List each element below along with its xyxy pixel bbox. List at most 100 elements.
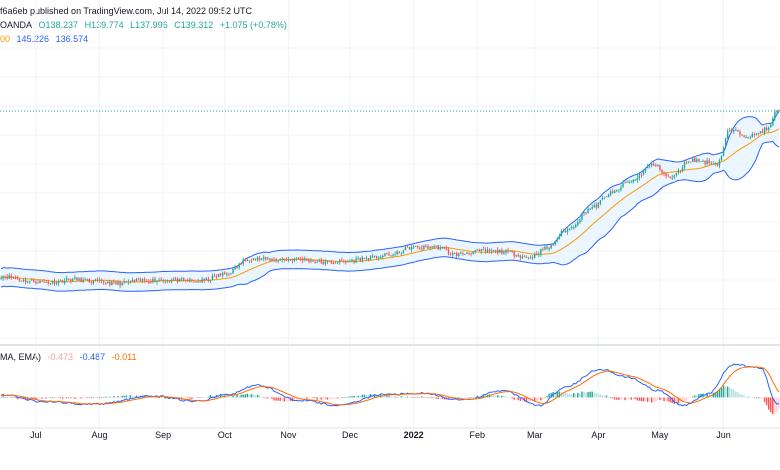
candle-body bbox=[749, 137, 751, 139]
candle-body bbox=[544, 246, 546, 250]
macd-histogram-bar bbox=[474, 397, 476, 398]
candle-body bbox=[767, 127, 770, 130]
candle-body bbox=[451, 253, 454, 255]
macd-histogram-bar bbox=[211, 395, 214, 398]
candle-body bbox=[320, 260, 322, 263]
candle-body bbox=[322, 262, 325, 264]
macd-histogram-bar bbox=[277, 397, 279, 401]
candle-body bbox=[770, 124, 772, 128]
macd-histogram-bar bbox=[51, 397, 54, 399]
macd-histogram-bar bbox=[503, 395, 505, 398]
macd-histogram-bar bbox=[728, 387, 731, 398]
candle-body bbox=[735, 129, 737, 131]
candle-body bbox=[772, 118, 774, 126]
candlestick-series bbox=[0, 109, 780, 289]
macd-histogram-bar bbox=[63, 397, 66, 399]
macd-histogram-bar bbox=[111, 396, 113, 398]
candle-body bbox=[597, 202, 600, 208]
candle-body bbox=[297, 257, 300, 260]
macd-histogram-bar bbox=[611, 397, 614, 399]
candle-body bbox=[589, 208, 591, 210]
macd-histogram-bar bbox=[203, 397, 205, 398]
candle-body bbox=[554, 240, 556, 245]
macd-histogram-bar bbox=[127, 396, 130, 398]
macd-histogram-bar bbox=[285, 397, 288, 402]
macd-histogram-bar bbox=[776, 397, 778, 413]
candle-body bbox=[207, 278, 210, 281]
macd-histogram-bar bbox=[665, 397, 667, 402]
candle-body bbox=[626, 182, 628, 183]
x-tick-label: Feb bbox=[469, 430, 485, 440]
macd-histogram-bar bbox=[751, 397, 754, 398]
candle-body bbox=[86, 278, 88, 280]
candle-body bbox=[408, 247, 411, 250]
macd-histogram-bar bbox=[330, 397, 333, 400]
candle-body bbox=[143, 279, 146, 281]
candle-body bbox=[252, 258, 255, 261]
macd-histogram-bar bbox=[326, 397, 329, 400]
macd-histogram-bar bbox=[634, 397, 637, 400]
candle-body bbox=[90, 282, 93, 283]
macd-histogram-bar bbox=[226, 395, 228, 398]
candle-body bbox=[390, 255, 392, 257]
candle-body bbox=[747, 136, 749, 138]
candle-body bbox=[737, 129, 739, 132]
candle-body bbox=[455, 252, 458, 257]
x-tick-label: Aug bbox=[92, 430, 108, 440]
macd-histogram-bar bbox=[558, 391, 561, 398]
macd-histogram-bar bbox=[115, 397, 117, 398]
candle-body bbox=[384, 253, 386, 257]
candle-body bbox=[156, 280, 158, 282]
candle-body bbox=[453, 253, 456, 254]
candle-body bbox=[414, 246, 417, 247]
candle-body bbox=[628, 181, 630, 183]
macd-histogram-bar bbox=[189, 397, 191, 399]
macd-histogram-bar bbox=[743, 395, 745, 398]
macd-histogram-bar bbox=[765, 397, 768, 406]
candle-body bbox=[650, 163, 653, 166]
candle-body bbox=[480, 249, 483, 252]
macd-histogram-bar bbox=[694, 395, 696, 398]
candle-body bbox=[681, 166, 684, 172]
macd-histogram-bar bbox=[98, 397, 101, 399]
legend-bb-lower: 136.574 bbox=[55, 34, 89, 44]
macd-histogram-bar bbox=[515, 397, 517, 400]
candle-body bbox=[63, 280, 66, 284]
candle-body bbox=[357, 258, 359, 259]
candle-body bbox=[361, 257, 364, 261]
candle-body bbox=[546, 246, 548, 249]
candle-body bbox=[392, 254, 394, 256]
candle-body bbox=[65, 278, 68, 281]
candle-body bbox=[437, 245, 439, 250]
macd-histogram-bar bbox=[258, 395, 261, 398]
candle-body bbox=[162, 280, 164, 281]
x-tick-label: Nov bbox=[280, 430, 297, 440]
candle-body bbox=[244, 259, 247, 261]
macd-histogram-bar bbox=[763, 397, 766, 403]
macd-histogram-bar bbox=[283, 397, 286, 402]
macd-histogram-bar bbox=[642, 397, 645, 402]
time-axis[interactable]: JulAugSepOctNovDec2022FebMarAprMayJunJu bbox=[30, 430, 780, 440]
candle-body bbox=[295, 257, 298, 259]
legend-low: L137.996 bbox=[130, 20, 168, 30]
macd-histogram-bar bbox=[191, 397, 193, 400]
macd-histogram-bar bbox=[137, 396, 140, 398]
macd-histogram-bar bbox=[733, 389, 735, 398]
candle-body bbox=[568, 228, 571, 231]
macd-histogram-bar bbox=[82, 397, 84, 398]
macd-histogram-bar bbox=[57, 397, 60, 398]
candle-body bbox=[102, 281, 105, 283]
macd-histogram-bar bbox=[673, 397, 676, 404]
candle-body bbox=[291, 259, 294, 261]
candle-body bbox=[310, 260, 312, 262]
candle-body bbox=[581, 213, 583, 220]
macd-histogram-bar bbox=[37, 397, 39, 400]
candle-body bbox=[51, 281, 54, 283]
macd-histogram-bar bbox=[195, 397, 197, 398]
legend-macd-signal: -0.011 bbox=[111, 352, 137, 362]
candle-body bbox=[587, 208, 589, 213]
macd-histogram-bar bbox=[614, 397, 616, 400]
candle-body bbox=[369, 256, 372, 260]
macd-histogram-bar bbox=[394, 396, 396, 398]
